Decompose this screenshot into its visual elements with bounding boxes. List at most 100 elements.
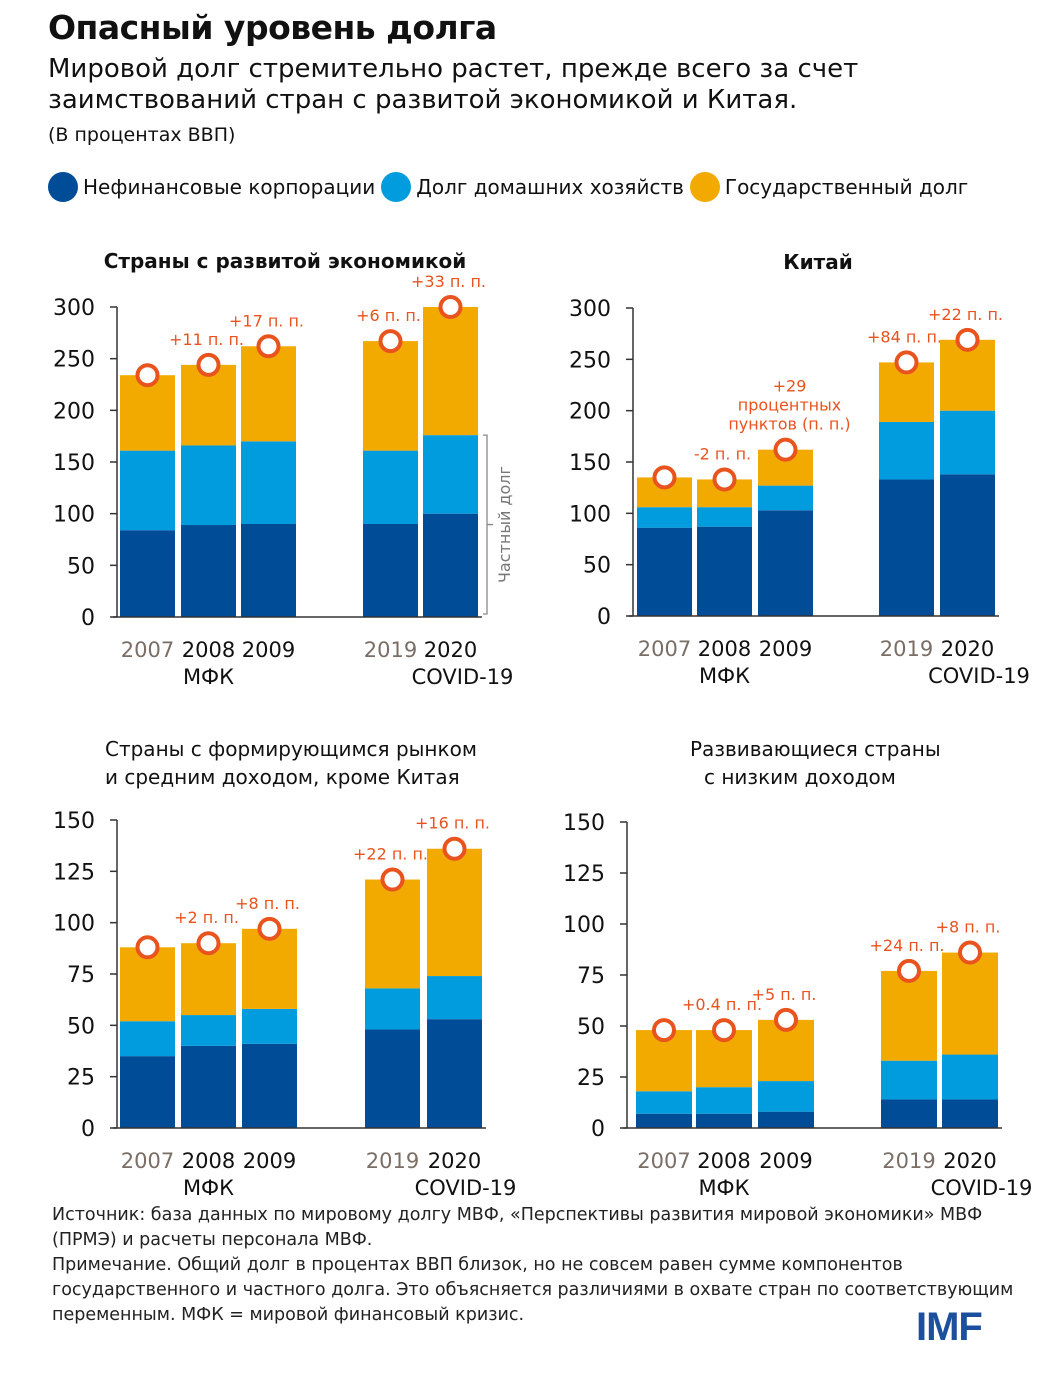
y-tick-label: 50 xyxy=(577,1015,605,1040)
total-debt-marker xyxy=(712,1018,736,1043)
bar-segment-government xyxy=(365,879,420,989)
bar-segment-corporations xyxy=(427,1019,482,1128)
units-note: (В процентах ВВП) xyxy=(48,124,236,146)
bar-segment-households xyxy=(241,441,296,524)
bar-segment-government xyxy=(427,848,482,977)
legend: Нефинансовые корпорации Долг домашних хо… xyxy=(48,172,968,202)
bar-segment-corporations xyxy=(423,513,478,617)
x-tick-label: 2008 xyxy=(698,637,751,661)
bar-segment-government xyxy=(363,341,418,451)
x-tick-label: 2008 xyxy=(697,1149,750,1173)
change-annotation: +6 п. п. xyxy=(356,306,421,325)
bar-segment-households xyxy=(242,1008,297,1044)
bar-segment-corporations xyxy=(942,1099,998,1128)
y-tick-label: 200 xyxy=(53,399,95,424)
change-annotation: +84 п. п. xyxy=(867,327,942,346)
y-tick-label: 250 xyxy=(53,348,95,373)
y-tick-label: 150 xyxy=(53,451,95,476)
legend-item-households: Долг домашних хозяйств xyxy=(381,172,684,202)
bar-segment-corporations xyxy=(696,1113,752,1128)
change-annotation: +11 п. п. xyxy=(169,330,244,349)
total-debt-marker xyxy=(958,940,982,965)
legend-item-government: Государственный долг xyxy=(689,172,969,202)
change-annotation: +22 п. п. xyxy=(353,845,428,864)
legend-swatch-icon xyxy=(48,172,78,202)
bar-segment-corporations xyxy=(879,479,934,616)
y-tick-label: 300 xyxy=(569,297,611,322)
chart-title: Китай xyxy=(783,250,852,274)
y-tick-label: 100 xyxy=(53,503,95,528)
group-label: МФК xyxy=(698,1176,749,1200)
legend-label: Государственный долг xyxy=(724,175,969,199)
bar-segment-government xyxy=(881,970,937,1061)
y-tick-label: 0 xyxy=(597,605,611,630)
x-tick-label: 2019 xyxy=(880,637,933,661)
bar-segment-households xyxy=(881,1060,937,1100)
group-label: МФК xyxy=(183,665,234,689)
change-annotation: +16 п. п. xyxy=(415,814,490,833)
total-debt-marker xyxy=(894,350,919,375)
total-debt-marker xyxy=(380,867,405,892)
y-tick-label: 100 xyxy=(563,913,605,938)
group-label: МФК xyxy=(183,1176,234,1200)
legend-item-corporations: Нефинансовые корпорации xyxy=(48,172,375,202)
y-tick-label: 250 xyxy=(569,348,611,373)
y-tick-label: 75 xyxy=(67,963,95,988)
x-tick-label: 2019 xyxy=(366,1149,419,1173)
bar-segment-households xyxy=(120,1021,175,1057)
bar-segment-households xyxy=(697,507,752,527)
y-tick-label: 150 xyxy=(569,451,611,476)
change-annotation: +8 п. п. xyxy=(936,918,1001,937)
page-title: Опасный уровень долга xyxy=(48,8,497,47)
bar-segment-households xyxy=(636,1091,692,1114)
bar-segment-government xyxy=(181,364,236,446)
change-annotation: пунктов (п. п.) xyxy=(728,415,850,434)
bar-segment-households xyxy=(181,1015,236,1046)
group-label: COVID-19 xyxy=(931,1176,1033,1200)
x-tick-label: 2009 xyxy=(243,1149,296,1173)
bar-segment-corporations xyxy=(637,527,692,616)
group-label: МФК xyxy=(699,664,750,688)
change-annotation: +8 п. п. xyxy=(235,894,300,913)
subtitle: Мировой долг стремительно растет, прежде… xyxy=(48,54,859,115)
x-tick-label: 2019 xyxy=(364,638,417,662)
y-tick-label: 25 xyxy=(577,1066,605,1091)
bar-segment-government xyxy=(241,346,296,442)
y-tick-label: 50 xyxy=(67,554,95,579)
total-debt-marker xyxy=(652,1018,676,1043)
bar-segment-government xyxy=(423,307,478,436)
total-debt-marker xyxy=(774,1007,798,1032)
total-debt-marker xyxy=(135,935,160,960)
bar-segment-government xyxy=(120,375,175,451)
bar-segment-corporations xyxy=(120,530,175,617)
imf-logo: IMF xyxy=(916,1305,983,1349)
y-tick-label: 150 xyxy=(563,811,605,836)
bar-segment-households xyxy=(637,507,692,528)
x-tick-label: 2009 xyxy=(759,1149,812,1173)
bar-segment-corporations xyxy=(636,1113,692,1128)
bar-segment-corporations xyxy=(181,525,236,617)
change-annotation: +0.4 п. п. xyxy=(682,995,762,1014)
total-debt-marker xyxy=(897,958,921,983)
total-debt-marker xyxy=(712,467,737,492)
bar-segment-government xyxy=(242,928,297,1009)
bar-segment-households xyxy=(365,988,420,1030)
bar-segment-corporations xyxy=(697,526,752,616)
y-tick-label: 50 xyxy=(583,554,611,579)
bar-segment-corporations xyxy=(181,1045,236,1128)
group-label: COVID-19 xyxy=(928,664,1030,688)
y-tick-label: 25 xyxy=(67,1066,95,1091)
y-tick-label: 50 xyxy=(67,1014,95,1039)
legend-label: Нефинансовые корпорации xyxy=(83,175,376,199)
group-label: COVID-19 xyxy=(415,1176,517,1200)
bar-segment-households xyxy=(120,450,175,531)
bar-segment-households xyxy=(181,445,236,526)
x-tick-label: 2009 xyxy=(759,637,812,661)
y-tick-label: 0 xyxy=(81,606,95,631)
bar-segment-households xyxy=(696,1087,752,1114)
bar-segment-government xyxy=(942,952,998,1055)
x-tick-label: 2020 xyxy=(943,1149,996,1173)
total-debt-marker xyxy=(438,295,463,319)
